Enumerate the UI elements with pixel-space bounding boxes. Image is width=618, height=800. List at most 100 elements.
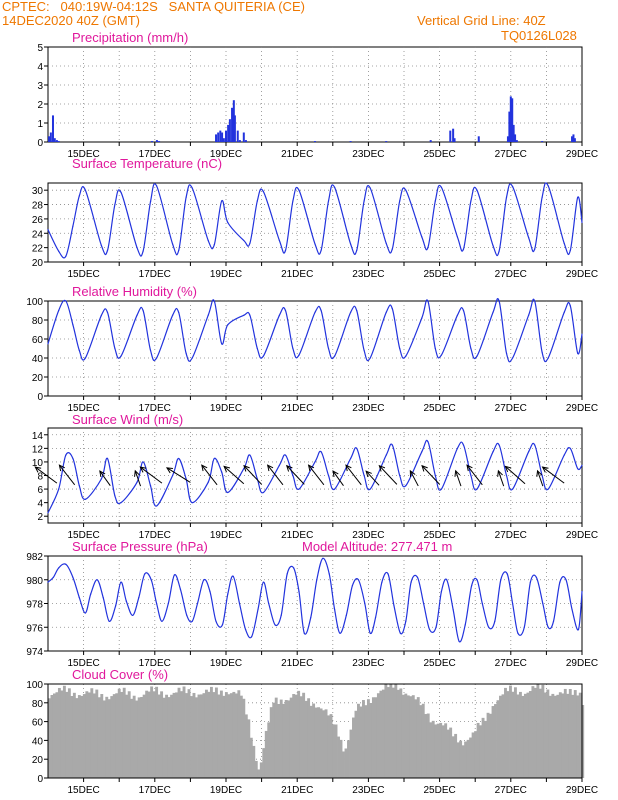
wind-point bbox=[106, 457, 109, 460]
pressure-point bbox=[316, 579, 318, 581]
cloud-bar bbox=[521, 695, 525, 778]
cloud-bar bbox=[339, 739, 343, 778]
wind-ytick-label: 8 bbox=[37, 472, 43, 483]
wind-arrow-head bbox=[536, 469, 543, 477]
cloud-bar bbox=[115, 693, 119, 778]
cloud-bar bbox=[167, 697, 171, 778]
precip-ytick-label: 2 bbox=[37, 100, 43, 111]
pressure-point bbox=[410, 581, 412, 583]
rh-point bbox=[221, 343, 223, 345]
precip-bar bbox=[236, 130, 239, 142]
cloud-ytick-label: 0 bbox=[37, 774, 43, 785]
precip-bar bbox=[215, 134, 218, 142]
cloud-bar bbox=[137, 697, 141, 778]
temp-point bbox=[120, 191, 122, 193]
pressure-point bbox=[138, 596, 140, 599]
cloud-bar bbox=[399, 688, 403, 778]
precip-bar bbox=[509, 96, 512, 142]
cloud-ytick-label: 100 bbox=[26, 680, 43, 691]
wind-point bbox=[421, 451, 423, 453]
pressure-point bbox=[72, 576, 74, 578]
pressure-point bbox=[405, 620, 407, 622]
pressure-point bbox=[150, 579, 152, 581]
precip-bar bbox=[155, 140, 158, 142]
cloud-bar bbox=[523, 693, 527, 778]
temp-point bbox=[284, 249, 287, 252]
pressure-point bbox=[280, 614, 282, 616]
cloud-bar bbox=[421, 703, 425, 778]
cloud-bar bbox=[317, 707, 321, 778]
wind-point bbox=[191, 502, 193, 504]
wind-arrow bbox=[201, 464, 218, 486]
temp-point bbox=[221, 200, 223, 202]
cloud-xtick-label: 23DEC bbox=[352, 785, 384, 796]
rh-point bbox=[262, 355, 264, 357]
temp-point bbox=[207, 239, 209, 242]
pressure-point bbox=[310, 617, 312, 619]
precip-bar bbox=[53, 138, 56, 142]
wind-arrow-head bbox=[504, 465, 512, 473]
wind-point bbox=[120, 502, 122, 504]
cloud-bar bbox=[379, 690, 383, 778]
precip-ytick-label: 5 bbox=[37, 43, 43, 54]
wind-xtick-label: 29DEC bbox=[566, 530, 598, 541]
cloud-bar bbox=[100, 694, 104, 778]
wind-point bbox=[385, 454, 387, 456]
wind-arrow bbox=[421, 465, 440, 485]
wind-point bbox=[314, 461, 316, 463]
cloud-bar bbox=[180, 691, 183, 778]
wind-point bbox=[405, 485, 407, 487]
temp-title: Surface Temperature (nC) bbox=[72, 156, 222, 171]
temp-point bbox=[78, 195, 80, 197]
precip-bar bbox=[449, 130, 452, 142]
temp-point bbox=[114, 203, 116, 206]
cloud-bar bbox=[90, 688, 94, 778]
temp-point bbox=[405, 189, 407, 191]
cloud-bar bbox=[314, 707, 318, 778]
pressure-point bbox=[244, 629, 247, 631]
wind-arrow-head bbox=[58, 464, 65, 472]
cloud-bar bbox=[299, 696, 303, 778]
rh-point bbox=[356, 309, 358, 312]
cloud-bar bbox=[441, 725, 445, 778]
wind-point bbox=[511, 488, 514, 490]
precip-bar bbox=[511, 98, 514, 142]
wind-series-line bbox=[47, 439, 583, 514]
cloud-bar bbox=[229, 693, 233, 778]
rh-point bbox=[505, 352, 508, 354]
wind-arrow bbox=[99, 470, 111, 486]
rh-point bbox=[256, 347, 258, 350]
temp-point bbox=[84, 189, 86, 191]
header-station: CPTEC: 040:19W-04:12S SANTA QUITERIA (CE… bbox=[2, 0, 305, 14]
precip-bar bbox=[514, 134, 517, 142]
pressure-xtick-label: 29DEC bbox=[566, 658, 598, 669]
pressure-point bbox=[167, 602, 169, 605]
temp-xtick-label: 15DEC bbox=[67, 269, 99, 280]
wind-arrow bbox=[223, 466, 245, 485]
cloud-bar bbox=[327, 715, 330, 778]
cloud-bar bbox=[232, 691, 236, 778]
temp-point bbox=[213, 244, 215, 246]
cloud-bar bbox=[239, 695, 243, 778]
cloud-bar bbox=[55, 692, 59, 778]
precip-bar bbox=[572, 134, 575, 142]
precip-ytick-label: 0 bbox=[37, 138, 43, 149]
cloud-bar bbox=[150, 686, 154, 778]
cloud-bar bbox=[389, 684, 393, 778]
temp-point bbox=[298, 189, 300, 191]
precip-bar bbox=[506, 136, 509, 142]
rh-point bbox=[292, 347, 294, 350]
pressure-point bbox=[471, 585, 473, 587]
rh-xtick-label: 25DEC bbox=[423, 403, 455, 414]
wind-point bbox=[114, 495, 116, 497]
precip-bar bbox=[48, 136, 51, 142]
temp-xtick-label: 21DEC bbox=[281, 269, 313, 280]
wind-point bbox=[547, 488, 549, 490]
rh-point bbox=[462, 309, 465, 312]
cloud-bar bbox=[369, 703, 373, 778]
wind-point bbox=[243, 468, 245, 470]
temp-point bbox=[427, 247, 429, 249]
cloud-bar bbox=[120, 691, 124, 778]
rh-ytick-label: 100 bbox=[26, 297, 43, 308]
pressure-ytick-label: 980 bbox=[26, 576, 43, 587]
